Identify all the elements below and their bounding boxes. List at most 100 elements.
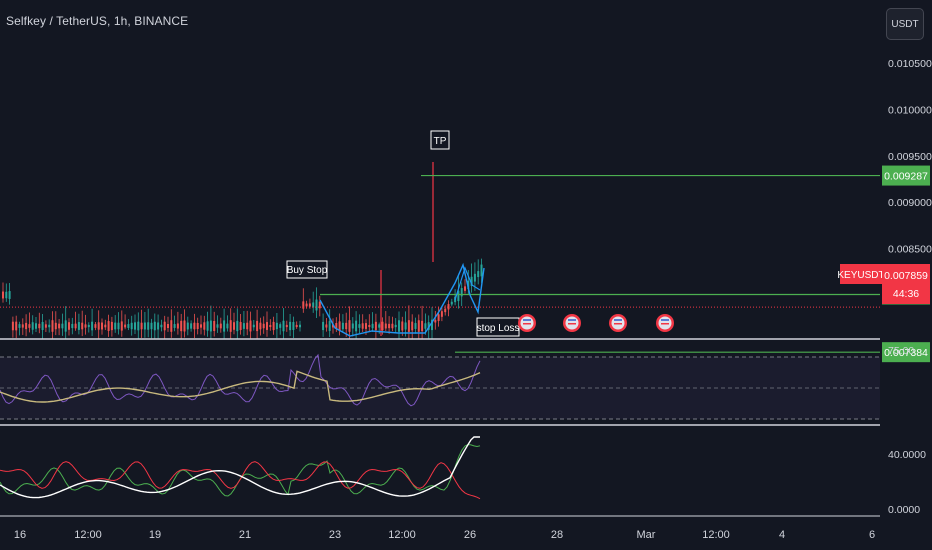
time-tick-label: 16 <box>14 529 26 541</box>
event-flag-icon[interactable] <box>518 314 536 332</box>
tp-label[interactable]: TP <box>430 130 450 150</box>
candle <box>325 324 328 328</box>
candle <box>259 322 262 330</box>
time-tick-label: 21 <box>239 529 251 541</box>
candle <box>411 321 414 331</box>
candles <box>2 258 483 339</box>
candle <box>239 321 242 331</box>
tp-label-text: TP <box>434 136 447 147</box>
candle <box>97 322 100 330</box>
candle <box>226 323 229 329</box>
time-tick-label: Mar <box>637 529 656 541</box>
candle <box>114 322 117 330</box>
countdown: 44:36 <box>893 288 919 300</box>
candle <box>127 324 130 328</box>
candle <box>48 324 51 328</box>
candle <box>477 271 480 278</box>
candle <box>31 322 34 330</box>
rsi-pane[interactable] <box>0 353 880 420</box>
time-tick-label: 12:00 <box>74 529 102 541</box>
candle <box>110 321 113 331</box>
candle <box>282 320 285 332</box>
pattern-curve <box>319 262 485 337</box>
candle <box>305 303 308 307</box>
stop-loss-label[interactable]: stop Loss <box>476 317 520 337</box>
event-flag-icon[interactable] <box>609 314 627 332</box>
candle <box>180 320 183 332</box>
candle <box>292 322 295 330</box>
candle <box>183 320 186 332</box>
rsi-line <box>0 353 481 407</box>
candle <box>266 322 268 330</box>
rsi-band <box>0 357 880 419</box>
candle <box>358 324 361 328</box>
candle <box>173 324 176 328</box>
symbol-label: KEYUSDT <box>837 270 884 281</box>
candle <box>61 323 64 329</box>
price-pane[interactable]: TP Buy Stop stop Loss <box>0 130 880 353</box>
candle <box>407 320 410 332</box>
candle <box>84 324 87 328</box>
price-tick-label: 0.009000 <box>888 197 932 209</box>
candle <box>473 273 476 282</box>
candle <box>256 320 259 332</box>
candle <box>223 320 226 332</box>
candle <box>134 322 136 330</box>
candle <box>365 323 367 329</box>
candle <box>335 323 338 329</box>
candle <box>5 291 8 299</box>
candle <box>450 301 453 305</box>
candle <box>275 322 278 330</box>
candle <box>388 323 391 329</box>
time-tick-label: 19 <box>149 529 161 541</box>
candle <box>163 321 166 331</box>
event-flag-icon[interactable] <box>563 314 581 332</box>
candle <box>272 321 275 331</box>
candle <box>345 322 348 330</box>
time-tick-label: 23 <box>329 529 341 541</box>
pattern-curve-2 <box>454 266 481 301</box>
candle <box>308 303 311 307</box>
candle <box>167 323 169 329</box>
time-scale[interactable]: 16 12:00 19 21 23 12:00 26 28 Mar 12:00 4 6 <box>14 529 875 541</box>
candle <box>233 322 235 330</box>
candle <box>285 324 288 328</box>
event-flags <box>518 314 674 332</box>
candle <box>368 324 371 328</box>
buy-stop-label[interactable]: Buy Stop <box>286 260 328 279</box>
candle <box>295 324 298 328</box>
level-badge-price: 0.009287 <box>884 171 928 183</box>
rsi-scale-label: 75.00 <box>888 345 914 357</box>
price-tick-label: 0.010500 <box>888 58 932 70</box>
last-price-badge: KEYUSDT 0.007859 44:36 <box>837 264 930 304</box>
candle <box>209 320 212 332</box>
dmi-pane[interactable] <box>0 436 481 500</box>
candle <box>421 320 424 332</box>
candle <box>444 308 447 313</box>
time-tick-label: 12:00 <box>388 529 416 541</box>
candle <box>219 323 222 329</box>
symbol-title: Selfkey / TetherUS, 1h, BINANCE <box>6 14 189 28</box>
candle <box>480 264 483 277</box>
candle <box>398 320 400 332</box>
dmi-scale-label: 40.0000 <box>888 449 926 461</box>
price-scale[interactable]: 0.010500 0.010000 0.009500 0.009000 0.008500 <box>888 58 932 256</box>
event-flag-icon[interactable] <box>656 314 674 332</box>
level-badge <box>882 342 930 363</box>
candle <box>213 320 216 332</box>
level-badge <box>882 165 930 186</box>
candle <box>384 323 387 329</box>
currency-button[interactable]: USDT <box>886 8 924 40</box>
candle <box>394 324 397 328</box>
candle <box>18 324 21 328</box>
candle <box>143 322 146 330</box>
candle <box>328 321 331 331</box>
candle <box>8 291 11 299</box>
candle <box>35 323 37 329</box>
candle <box>140 322 143 330</box>
candle <box>318 301 321 309</box>
candle <box>414 323 417 329</box>
candle <box>431 319 433 331</box>
candle <box>74 323 77 329</box>
